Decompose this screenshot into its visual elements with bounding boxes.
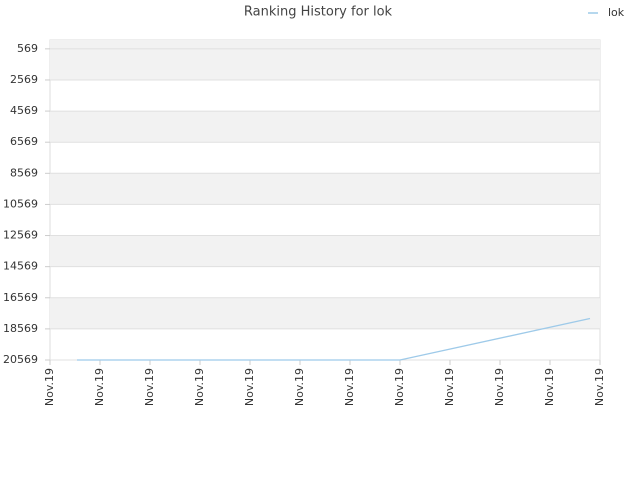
x-tick-label: Nov.19 [393,368,406,406]
y-tick-label: 16569 [3,291,38,304]
y-tick-label: 6569 [10,135,38,148]
y-tick-label: 18569 [3,322,38,335]
y-tick-label: 14569 [3,260,38,273]
y-tick-label: 4569 [10,104,38,117]
x-tick-label: Nov.19 [93,368,106,406]
line [77,317,591,361]
grid-band [50,48,600,80]
legend-label: lok [608,6,625,19]
grid-band [50,297,600,329]
y-tick-label: 12569 [3,229,38,242]
grid-band [50,173,600,205]
y-tick-label: 2569 [10,73,38,86]
grid-band [50,235,600,267]
y-tick-label: 8569 [10,166,38,179]
x-tick-label: Nov.19 [443,368,456,406]
chart-title: Ranking History for lok [244,5,393,20]
x-tick-label: Nov.19 [343,368,356,406]
x-tick-label: Nov.19 [243,368,256,406]
grid-band [50,40,600,49]
x-tick-label: Nov.19 [193,368,206,406]
x-tick-label: Nov.19 [593,368,606,406]
x-tick-label: Nov.19 [143,368,156,406]
x-tick-label: Nov.19 [543,368,556,406]
x-tick-label: Nov.19 [493,368,506,406]
grid-band [50,111,600,143]
y-tick-label: 20569 [3,353,38,366]
y-tick-label: 569 [17,42,38,55]
y-tick-label: 10569 [3,197,38,210]
x-tick-label: Nov.19 [293,368,306,406]
x-tick-label: Nov.19 [43,368,56,406]
